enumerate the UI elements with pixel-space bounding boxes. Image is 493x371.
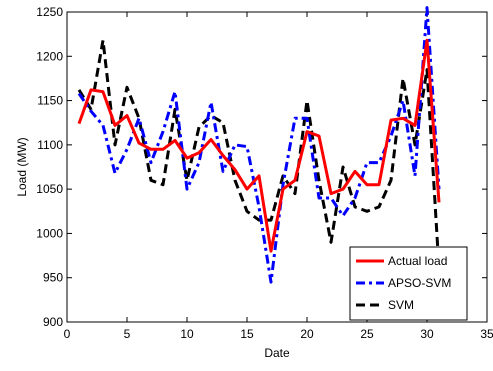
y-tick-label: 950: [43, 271, 63, 285]
y-tick-label: 1250: [36, 5, 63, 19]
y-tick-label: 1150: [37, 94, 63, 108]
legend-label: Actual load: [388, 254, 447, 268]
y-axis-title: Load (MW): [15, 137, 29, 196]
x-tick-label: 25: [360, 327, 374, 341]
x-axis: 0 5 10 15 20 25 30 35: [64, 12, 493, 341]
x-tick-label: 35: [480, 327, 493, 341]
y-axis: 900 950 1000 1050 1100 1150 1200 1250: [36, 5, 487, 329]
legend-label: APSO-SVM: [388, 276, 451, 290]
y-tick-label: 1100: [37, 138, 63, 152]
legend-label: SVM: [388, 298, 414, 312]
series-line-svm: [77, 38, 441, 269]
series-line-actual-load: [77, 38, 441, 253]
y-tick-label: 1000: [36, 226, 63, 240]
y-tick-label: 1200: [36, 49, 63, 63]
y-tick-label: 1050: [36, 182, 63, 196]
legend: Actual load APSO-SVM SVM: [349, 246, 468, 321]
y-tick-label: 900: [43, 315, 63, 329]
x-axis-title: Date: [264, 346, 290, 360]
x-tick-label: 30: [420, 327, 434, 341]
x-tick-label: 5: [124, 327, 131, 341]
series-layer: [77, 6, 441, 284]
x-tick-label: 0: [64, 327, 71, 341]
x-tick-label: 20: [300, 327, 314, 341]
x-tick-label: 15: [240, 327, 254, 341]
x-tick-label: 10: [180, 327, 194, 341]
